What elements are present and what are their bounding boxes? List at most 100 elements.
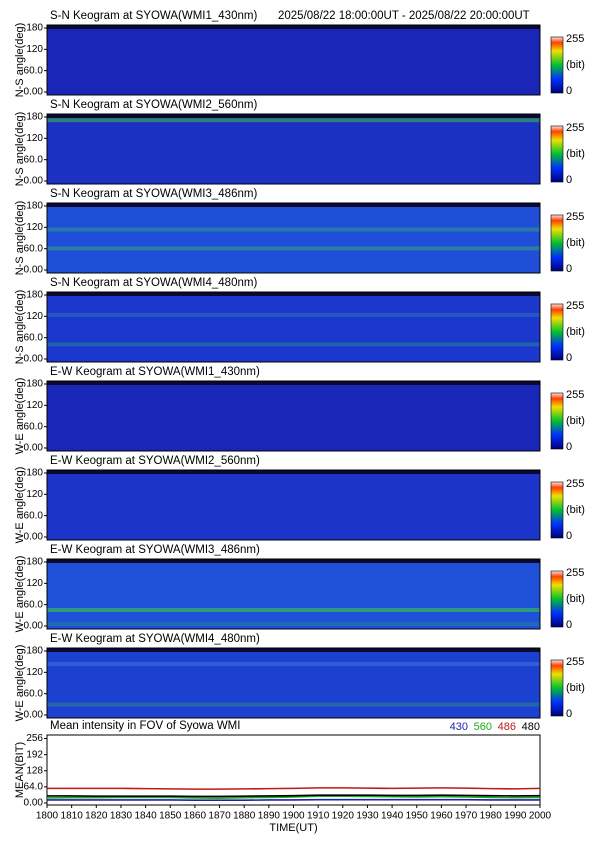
- y-axis-label: N-S angle(deg): [14, 112, 26, 187]
- y-tick-label: 120: [26, 222, 43, 233]
- colorbar-min: 0: [566, 85, 572, 97]
- colorbar-label: (bit): [566, 326, 585, 338]
- panel-title: E-W Keogram at SYOWA(WMI4_480nm): [50, 633, 260, 645]
- y-axis-label: MEAN(BIT): [14, 742, 26, 798]
- y-tick-label: 0.00: [24, 798, 44, 809]
- x-tick-label: 2000: [529, 811, 552, 822]
- colorbar-max: 255: [566, 656, 584, 668]
- colorbar-min: 0: [566, 174, 572, 186]
- plot-frame: [46, 24, 541, 96]
- colorbar-max: 255: [566, 33, 584, 45]
- colorbar: [550, 214, 564, 272]
- colorbar-label: (bit): [566, 59, 585, 71]
- colorbar-min: 0: [566, 352, 572, 364]
- keogram-image: [47, 25, 540, 95]
- keogram-edge: [47, 470, 540, 474]
- colorbar-min: 0: [566, 530, 572, 542]
- series-line: [47, 798, 540, 802]
- y-axis-label: N-S angle(deg): [14, 201, 26, 276]
- x-tick-label: 1990: [504, 811, 527, 822]
- colorbar-min: 0: [566, 619, 572, 631]
- keogram-image: [47, 648, 540, 718]
- plot-frame: [46, 469, 541, 541]
- keogram-image: [47, 203, 540, 273]
- y-axis-label: W-E angle(deg): [14, 556, 26, 633]
- x-tick-label: 1960: [430, 811, 453, 822]
- colorbar-label: (bit): [566, 237, 585, 249]
- plot-frame: [46, 202, 541, 274]
- colorbar-max: 255: [566, 300, 584, 312]
- colorbar-label: (bit): [566, 593, 585, 605]
- y-tick-label: 0.00: [24, 265, 44, 276]
- keogram-feature: [47, 662, 540, 666]
- colorbar-label: (bit): [566, 148, 585, 160]
- colorbar-min: 0: [566, 263, 572, 275]
- keogram-image: [47, 559, 540, 629]
- y-tick-label: 120: [26, 44, 43, 55]
- x-tick-label: 1950: [406, 811, 429, 822]
- y-tick-label: 120: [26, 133, 43, 144]
- plot-frame: [46, 113, 541, 185]
- y-tick-label: 180: [26, 290, 43, 301]
- colorbar: [550, 392, 564, 450]
- x-tick-label: 1900: [282, 811, 305, 822]
- y-tick-label: 60.0: [24, 332, 44, 343]
- x-tick-label: 1870: [208, 811, 231, 822]
- keogram-edge: [47, 292, 540, 296]
- colorbar-max: 255: [566, 389, 584, 401]
- y-tick-label: 0.00: [24, 87, 44, 98]
- keogram-edge: [47, 25, 540, 29]
- y-axis-label: W-E angle(deg): [14, 378, 26, 455]
- x-tick-label: 1800: [36, 811, 59, 822]
- x-tick-label: 1860: [184, 811, 207, 822]
- y-tick-label: 120: [26, 489, 43, 500]
- colorbar: [550, 570, 564, 628]
- y-tick-label: 0.00: [24, 532, 44, 543]
- y-tick-label: 180: [26, 201, 43, 212]
- legend-entry: 430: [450, 721, 468, 733]
- x-tick-label: 1920: [332, 811, 355, 822]
- y-tick-label: 120: [26, 311, 43, 322]
- colorbar-min: 0: [566, 708, 572, 720]
- y-tick-label: 64.0: [24, 782, 44, 793]
- y-tick-label: 120: [26, 400, 43, 411]
- keogram-feature: [47, 313, 540, 317]
- y-tick-label: 128: [26, 765, 43, 776]
- colorbar: [550, 303, 564, 361]
- colorbar-label: (bit): [566, 415, 585, 427]
- y-axis-label: N-S angle(deg): [14, 23, 26, 98]
- keogram-edge: [47, 648, 540, 652]
- colorbar-max: 255: [566, 567, 584, 579]
- plot-frame: [46, 734, 541, 806]
- x-tick-label: 1890: [258, 811, 281, 822]
- y-tick-label: 256: [26, 733, 43, 744]
- colorbar: [550, 481, 564, 539]
- y-tick-label: 120: [26, 667, 43, 678]
- y-tick-label: 60.0: [24, 688, 44, 699]
- plot-frame: [46, 380, 541, 452]
- keogram-feature: [47, 608, 540, 612]
- y-tick-label: 192: [26, 749, 43, 760]
- x-tick-label: 1830: [110, 811, 133, 822]
- x-tick-label: 1970: [455, 811, 478, 822]
- y-tick-label: 0.00: [24, 621, 44, 632]
- y-tick-label: 0.00: [24, 354, 44, 365]
- keogram-feature: [47, 622, 540, 626]
- legend-entry: 480: [522, 721, 540, 733]
- colorbar-max: 255: [566, 122, 584, 134]
- x-tick-label: 1810: [61, 811, 84, 822]
- colorbar-max: 255: [566, 478, 584, 490]
- keogram-edge: [47, 203, 540, 207]
- plot-frame: [46, 647, 541, 719]
- panel-title: S-N Keogram at SYOWA(WMI4_480nm): [50, 277, 257, 289]
- x-tick-label: 1930: [356, 811, 379, 822]
- y-tick-label: 60.0: [24, 243, 44, 254]
- y-tick-label: 60.0: [24, 421, 44, 432]
- y-tick-label: 180: [26, 468, 43, 479]
- colorbar: [550, 36, 564, 94]
- panel-title: S-N Keogram at SYOWA(WMI1_430nm): [50, 10, 257, 22]
- x-tick-label: 1850: [159, 811, 182, 822]
- keogram-edge: [47, 114, 540, 118]
- y-tick-label: 60.0: [24, 599, 44, 610]
